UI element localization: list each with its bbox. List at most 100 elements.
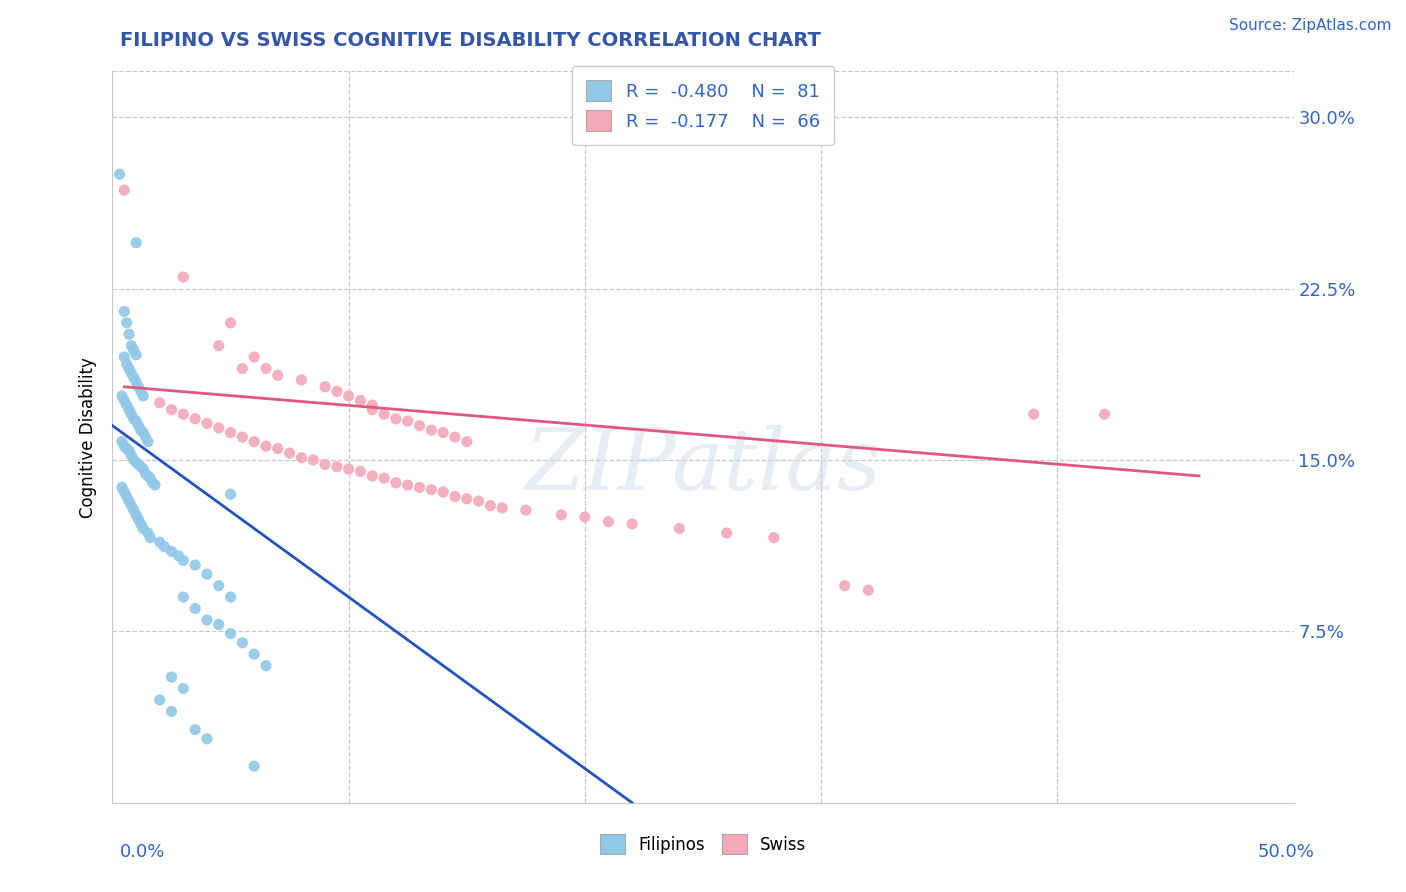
Point <box>219 316 242 330</box>
Point <box>122 412 145 426</box>
Point <box>120 499 142 513</box>
Point <box>112 393 135 408</box>
Point <box>195 731 218 746</box>
Point <box>135 430 157 444</box>
Point <box>208 338 231 352</box>
Point <box>254 361 277 376</box>
Point <box>444 490 467 504</box>
Point <box>219 487 242 501</box>
Point <box>361 398 384 412</box>
Point <box>149 693 172 707</box>
Point <box>112 304 135 318</box>
Point <box>231 636 253 650</box>
Point <box>184 601 207 615</box>
Point <box>231 361 253 376</box>
Point <box>115 442 138 456</box>
Point <box>122 453 145 467</box>
Point <box>120 407 142 421</box>
Point <box>172 553 194 567</box>
Point <box>716 526 738 541</box>
Point <box>456 491 478 506</box>
Point <box>167 549 190 563</box>
Point <box>115 490 138 504</box>
Text: ZIPatlas: ZIPatlas <box>524 425 882 508</box>
Point <box>115 398 138 412</box>
Point <box>385 412 408 426</box>
Point <box>479 499 502 513</box>
Point <box>172 681 194 696</box>
Point <box>139 471 162 485</box>
Point <box>142 475 165 490</box>
Point <box>172 590 194 604</box>
Point <box>219 590 242 604</box>
Point <box>243 434 266 449</box>
Point <box>858 583 880 598</box>
Point <box>184 558 207 573</box>
Point <box>127 380 149 394</box>
Point <box>125 508 148 522</box>
Point <box>621 516 644 531</box>
Point <box>302 453 325 467</box>
Point <box>125 455 148 469</box>
Point <box>1094 407 1116 421</box>
Point <box>337 389 360 403</box>
Point <box>125 235 148 250</box>
Point <box>396 414 419 428</box>
Point <box>122 370 145 384</box>
Point <box>127 418 149 433</box>
Point <box>834 579 856 593</box>
Point <box>219 425 242 440</box>
Point <box>195 567 218 582</box>
Point <box>160 670 183 684</box>
Point <box>290 373 312 387</box>
Point <box>254 439 277 453</box>
Point <box>172 270 194 285</box>
Point <box>112 183 135 197</box>
Point <box>267 368 290 383</box>
Y-axis label: Cognitive Disability: Cognitive Disability <box>79 357 97 517</box>
Point <box>243 647 266 661</box>
Point <box>120 366 142 380</box>
Point <box>129 459 152 474</box>
Point <box>267 442 290 456</box>
Point <box>219 626 242 640</box>
Point <box>278 446 301 460</box>
Point <box>127 512 149 526</box>
Point <box>373 471 395 485</box>
Point <box>1022 407 1045 421</box>
Point <box>136 434 159 449</box>
Point <box>515 503 537 517</box>
Point <box>111 434 134 449</box>
Point <box>120 338 142 352</box>
Point <box>195 417 218 431</box>
Point <box>136 526 159 541</box>
Point <box>184 723 207 737</box>
Point <box>149 396 172 410</box>
Point <box>118 327 141 342</box>
Point <box>208 617 231 632</box>
Point <box>326 384 349 399</box>
Point <box>153 540 176 554</box>
Point <box>129 516 152 531</box>
Point <box>112 485 135 500</box>
Point <box>574 510 596 524</box>
Point <box>195 613 218 627</box>
Point <box>120 449 142 463</box>
Point <box>314 458 336 472</box>
Point <box>337 462 360 476</box>
Point <box>361 402 384 417</box>
Point <box>118 361 141 376</box>
Point <box>118 494 141 508</box>
Point <box>231 430 253 444</box>
Point <box>254 658 277 673</box>
Point <box>125 414 148 428</box>
Point <box>149 535 172 549</box>
Point <box>143 478 166 492</box>
Point <box>127 458 149 472</box>
Point <box>290 450 312 465</box>
Point <box>208 421 231 435</box>
Text: FILIPINO VS SWISS COGNITIVE DISABILITY CORRELATION CHART: FILIPINO VS SWISS COGNITIVE DISABILITY C… <box>120 31 820 50</box>
Point <box>125 348 148 362</box>
Point <box>125 376 148 390</box>
Point <box>385 475 408 490</box>
